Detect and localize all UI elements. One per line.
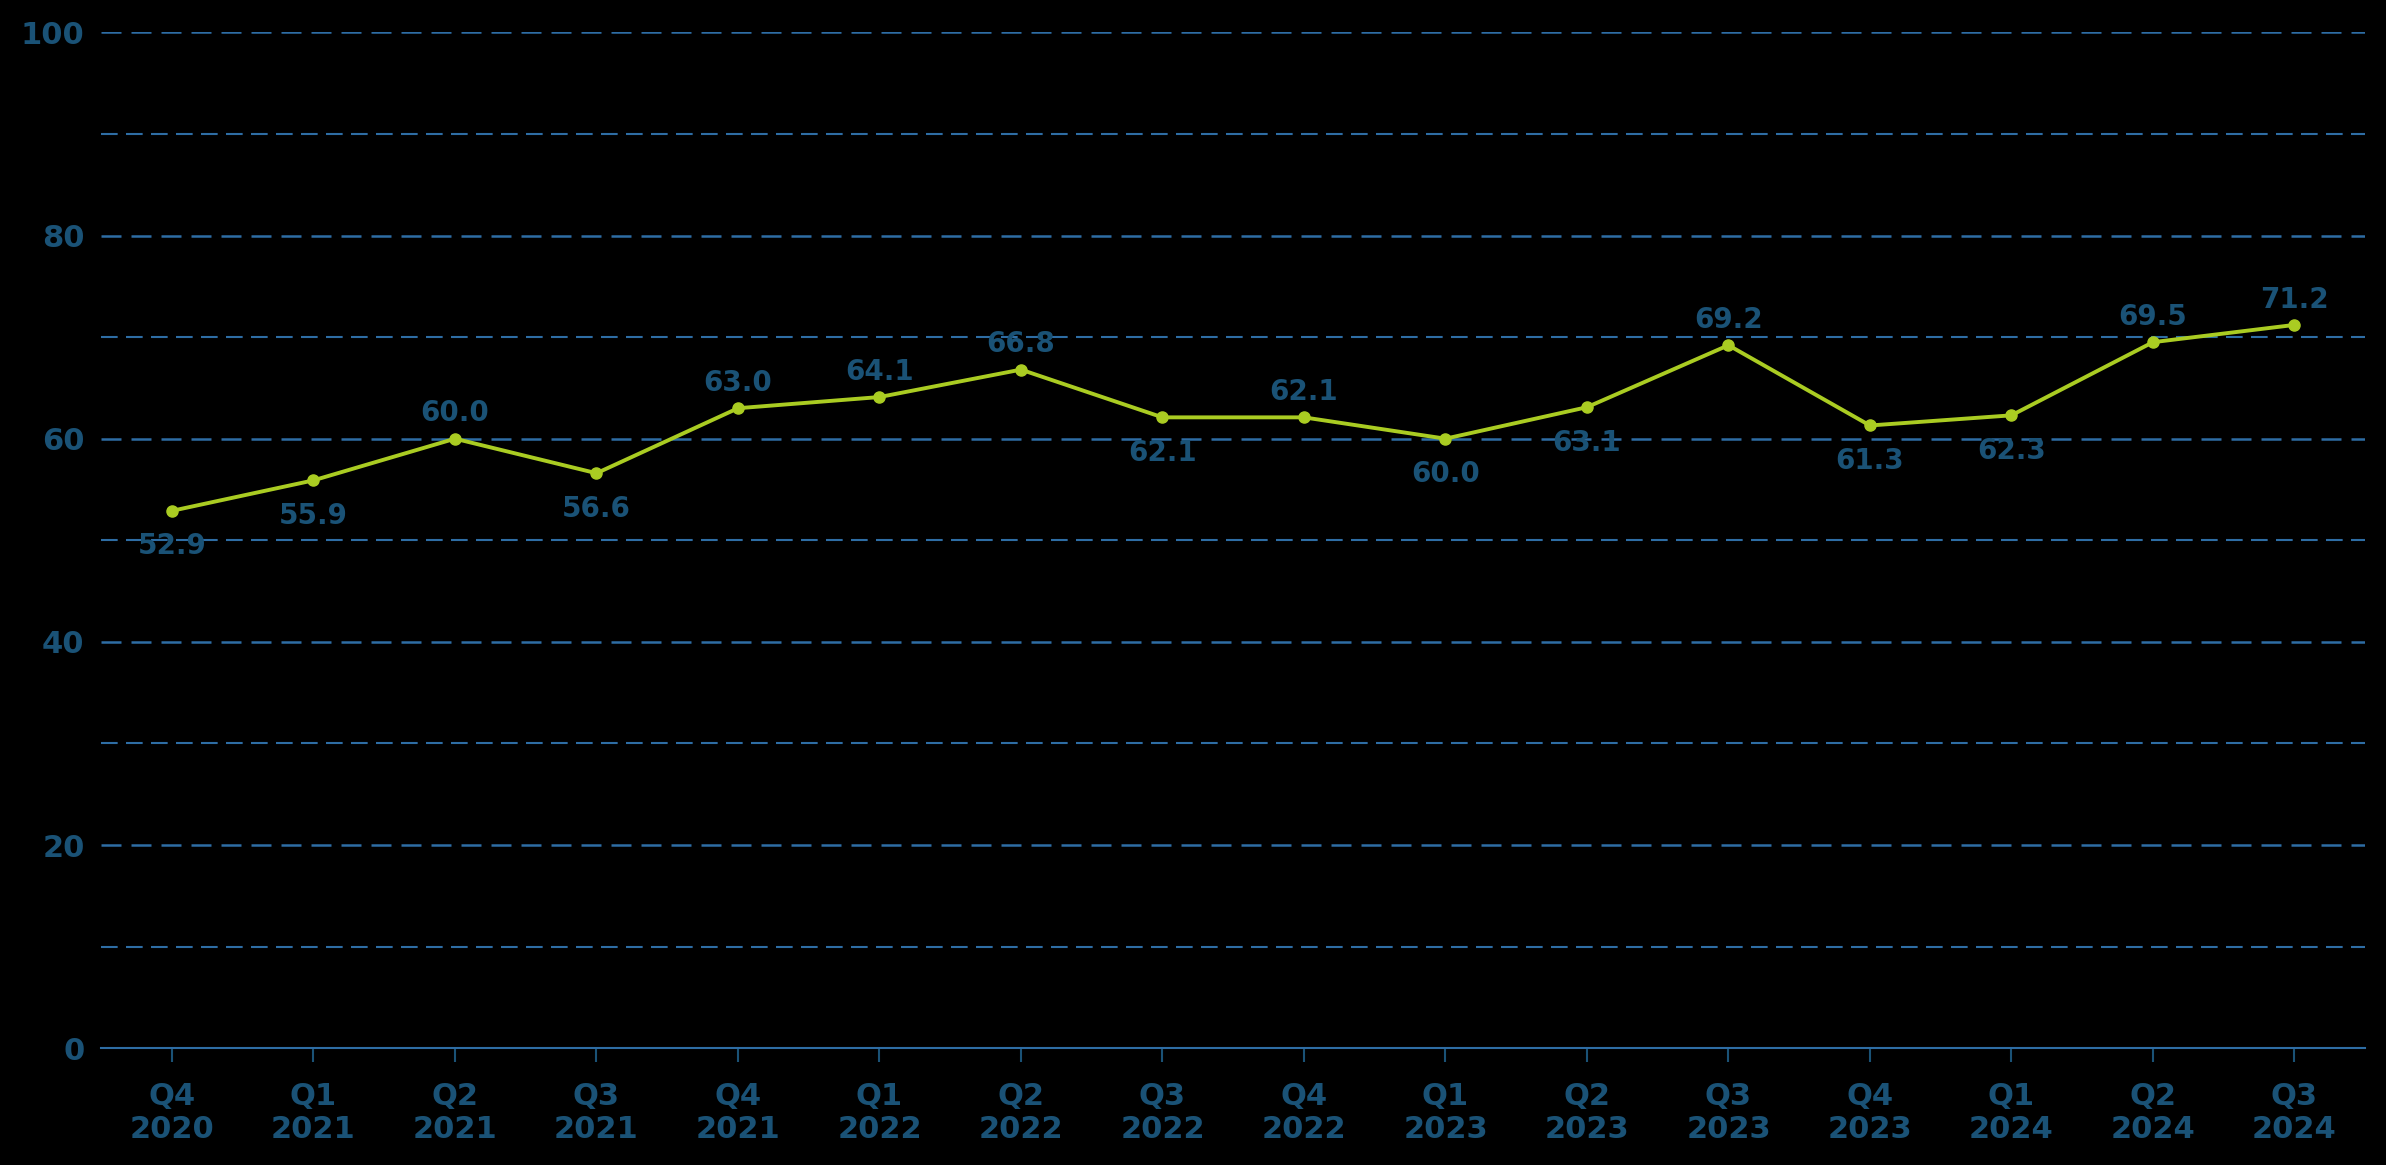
Text: 63.1: 63.1 xyxy=(1553,429,1620,457)
Text: 60.0: 60.0 xyxy=(1410,460,1479,488)
Text: 55.9: 55.9 xyxy=(279,502,348,530)
Text: 64.1: 64.1 xyxy=(845,358,914,386)
Text: 63.0: 63.0 xyxy=(704,369,773,397)
Text: 69.5: 69.5 xyxy=(2119,303,2188,331)
Text: 61.3: 61.3 xyxy=(1835,447,1904,475)
Text: 66.8: 66.8 xyxy=(985,330,1055,358)
Text: 52.9: 52.9 xyxy=(138,532,205,560)
Text: 69.2: 69.2 xyxy=(1694,306,1763,334)
Text: 62.3: 62.3 xyxy=(1978,437,2045,465)
Text: 60.0: 60.0 xyxy=(420,400,489,428)
Text: 62.1: 62.1 xyxy=(1269,377,1339,405)
Text: 62.1: 62.1 xyxy=(1129,439,1198,467)
Text: 71.2: 71.2 xyxy=(2260,285,2329,313)
Text: 56.6: 56.6 xyxy=(563,495,630,523)
